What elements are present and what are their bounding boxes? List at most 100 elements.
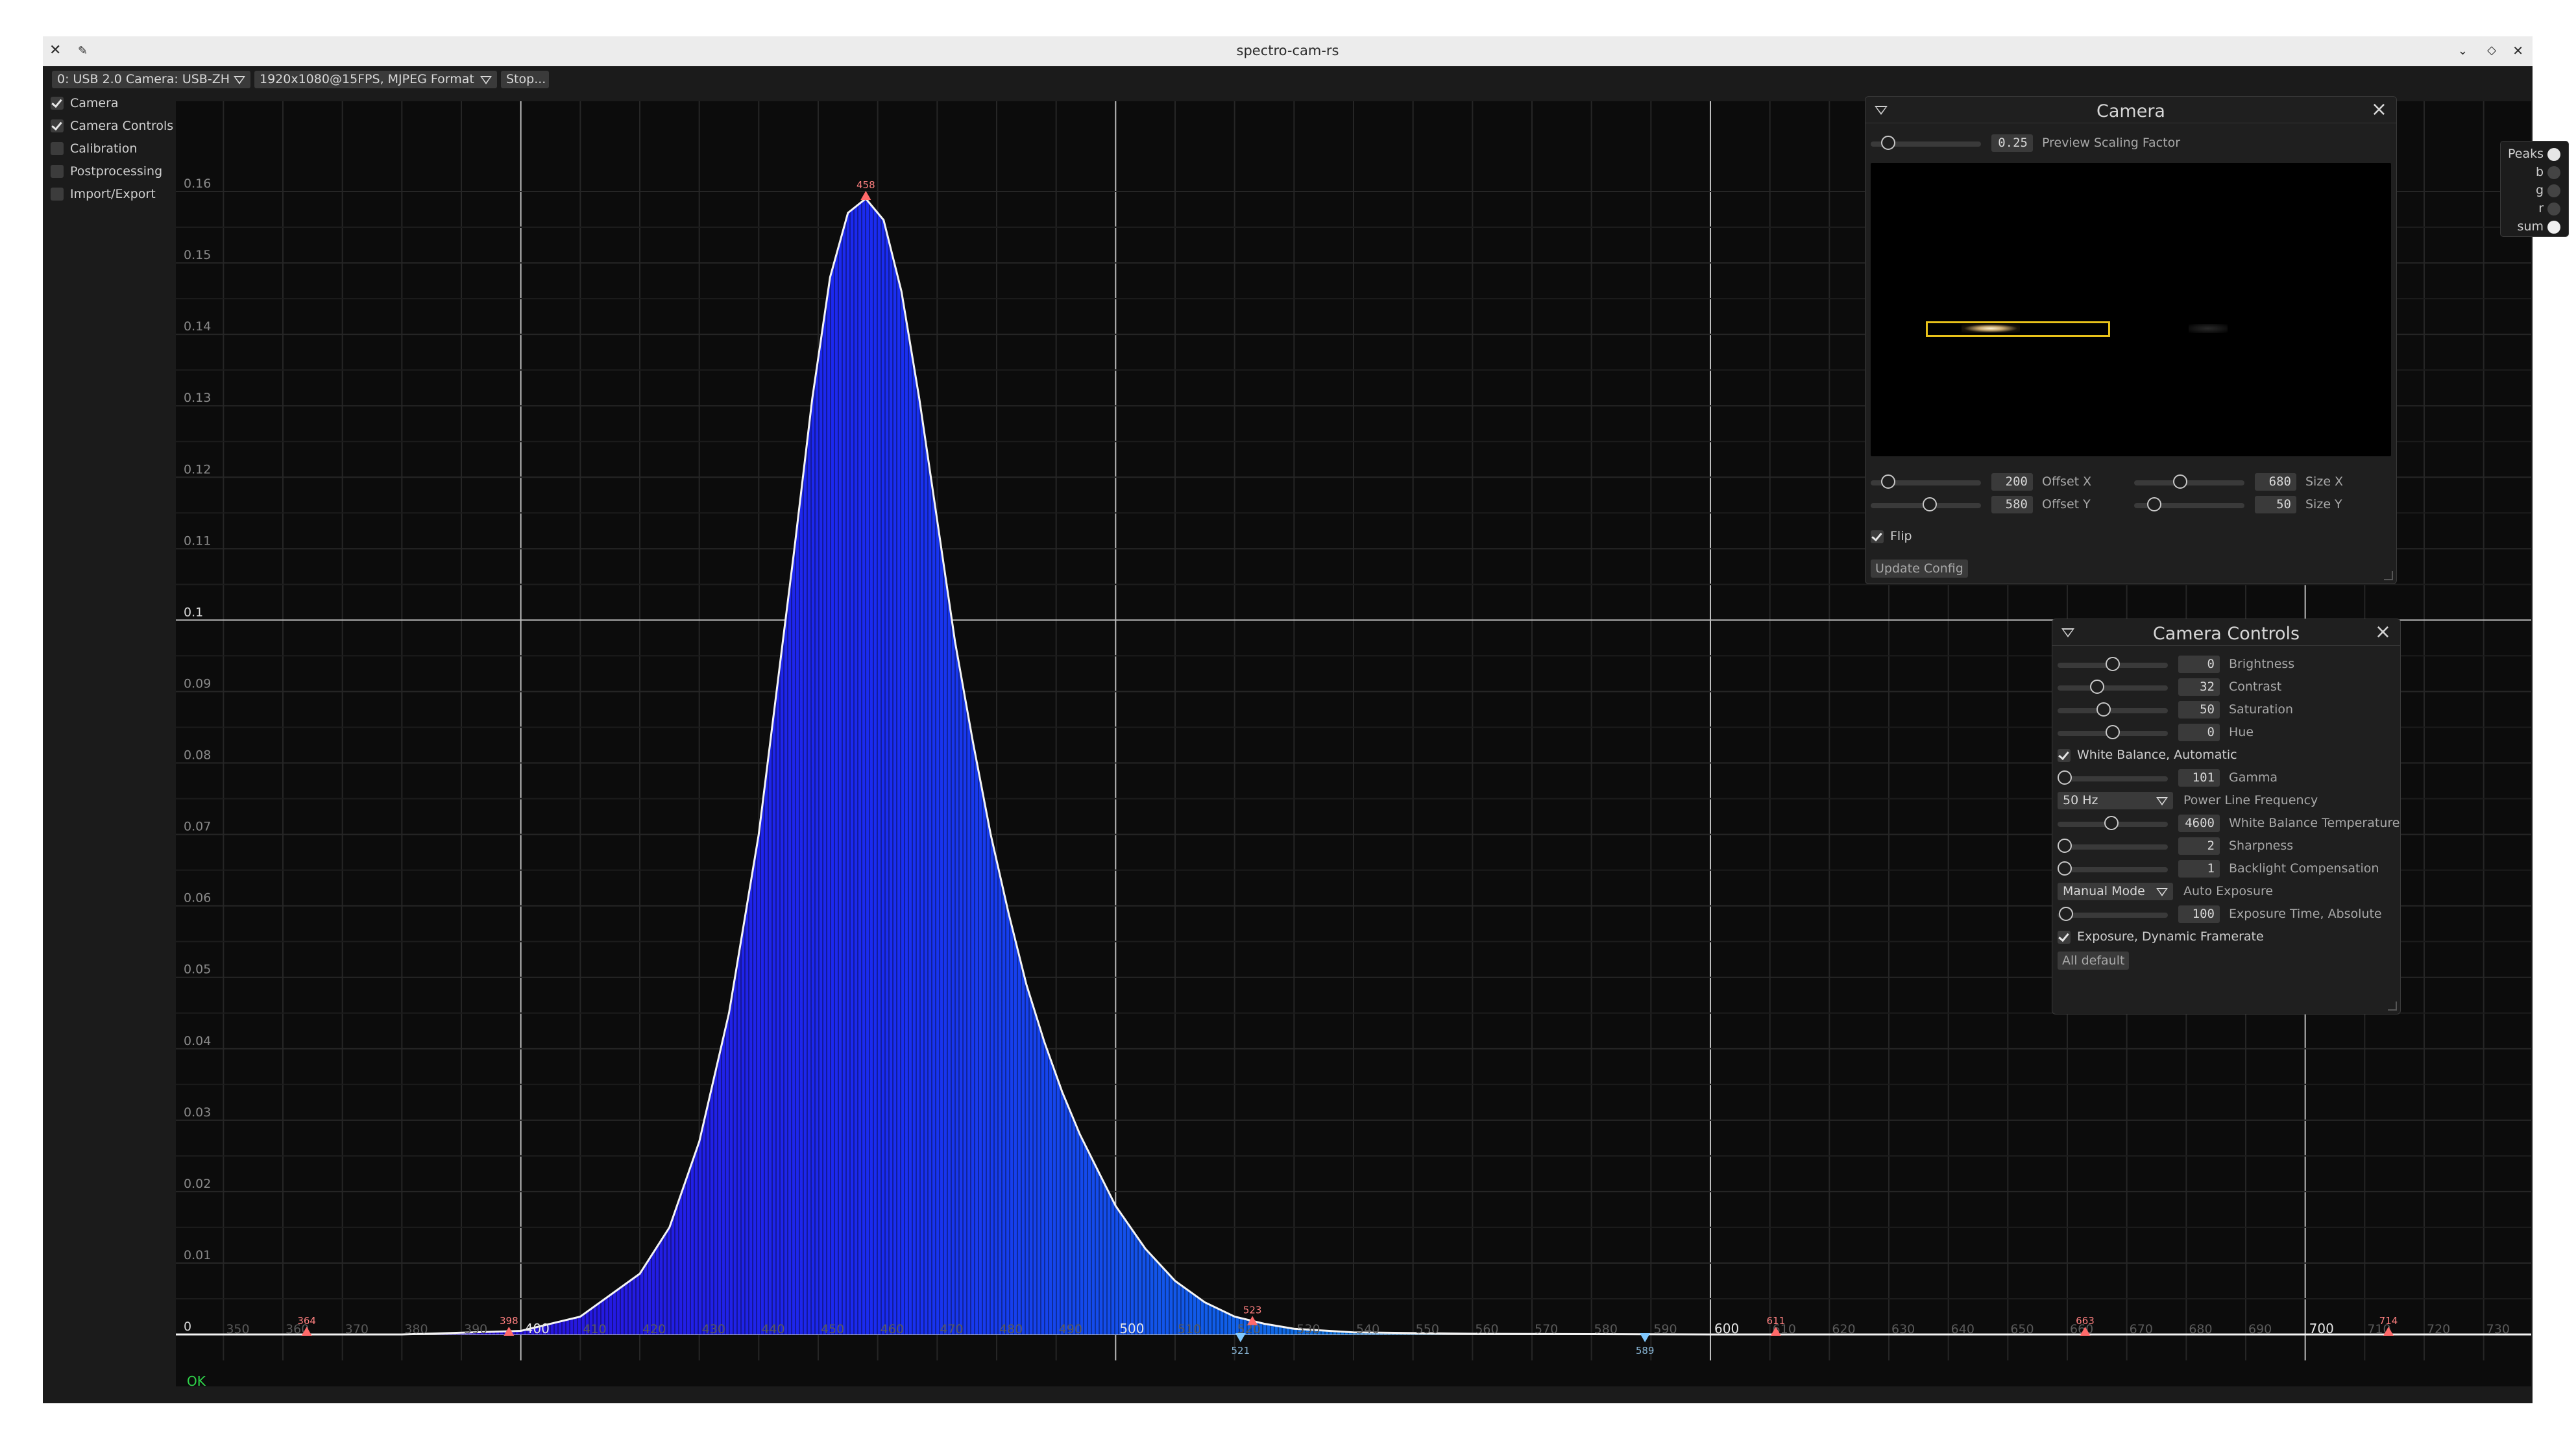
- close-window-icon[interactable]: ✕: [2512, 43, 2523, 58]
- y-tick-label: 0: [184, 1320, 191, 1334]
- preview-scaling-slider[interactable]: [1871, 141, 1981, 147]
- camera-controls-panel-header[interactable]: Camera Controls ×: [2052, 619, 2400, 646]
- preview-scaling-value[interactable]: 0.25: [1991, 134, 2033, 152]
- peak-label: 458: [857, 179, 875, 191]
- peak-label: 714: [2379, 1315, 2398, 1327]
- checkbox[interactable]: [51, 119, 64, 132]
- legend-toggle-peaks[interactable]: [2547, 148, 2560, 161]
- offset-y-value[interactable]: 580: [1991, 496, 2033, 513]
- camera-select[interactable]: 0: USB 2.0 Camera: USB-ZH: [52, 71, 250, 88]
- camera-preview[interactable]: [1871, 163, 2391, 456]
- x-tick-label-minor: 370: [345, 1322, 369, 1336]
- wb-auto-checkbox[interactable]: [2058, 749, 2071, 762]
- slider-knob[interactable]: [2058, 839, 2072, 853]
- x-tick-label-minor: 530: [1296, 1322, 1320, 1336]
- slider-knob[interactable]: [2173, 474, 2187, 489]
- saturation-slider[interactable]: [2058, 708, 2168, 713]
- stop-button[interactable]: Stop...: [501, 71, 549, 88]
- peak-marker[interactable]: [504, 1327, 515, 1336]
- peak-marker[interactable]: [2383, 1327, 2394, 1336]
- slider-knob[interactable]: [2106, 725, 2120, 739]
- y-tick-label: 0.1: [184, 605, 203, 619]
- resize-handle[interactable]: [2384, 571, 2393, 580]
- wb-auto-row[interactable]: White Balance, Automatic: [2058, 746, 2395, 765]
- exposure-dynamic-checkbox[interactable]: [2058, 931, 2071, 944]
- offset-x-value[interactable]: 200: [1991, 473, 2033, 491]
- all-default-button[interactable]: All default: [2058, 952, 2130, 970]
- legend-toggle-r[interactable]: [2547, 203, 2560, 215]
- checkbox[interactable]: [51, 142, 64, 155]
- power-line-row: 50 Hz Power Line Frequency: [2058, 792, 2395, 810]
- x-tick-label-minor: 690: [2248, 1322, 2272, 1336]
- slider-knob[interactable]: [2059, 907, 2073, 921]
- size-y-value[interactable]: 50: [2255, 496, 2296, 513]
- checkbox[interactable]: [51, 97, 64, 110]
- backlight-slider[interactable]: [2058, 867, 2168, 872]
- exposure-value[interactable]: 100: [2178, 905, 2220, 923]
- checkbox[interactable]: [51, 165, 64, 178]
- slider-knob[interactable]: [2058, 861, 2072, 876]
- sharpness-value[interactable]: 2: [2178, 837, 2220, 855]
- hue-value[interactable]: 0: [2178, 724, 2220, 741]
- slider-knob[interactable]: [1923, 497, 1937, 511]
- backlight-value[interactable]: 1: [2178, 860, 2220, 878]
- size-x-value[interactable]: 680: [2255, 473, 2296, 491]
- slider-knob[interactable]: [2147, 497, 2161, 511]
- legend-toggle-g[interactable]: [2547, 184, 2560, 197]
- x-tick-label-minor: 550: [1416, 1322, 1439, 1336]
- slider-knob[interactable]: [2090, 680, 2104, 694]
- chevron-down-icon: [234, 76, 245, 84]
- saturation-value[interactable]: 50: [2178, 701, 2220, 719]
- slider-knob[interactable]: [1881, 136, 1895, 150]
- slider-knob[interactable]: [2096, 702, 2111, 717]
- peak-marker[interactable]: [1770, 1327, 1781, 1336]
- close-icon[interactable]: ×: [2370, 98, 2387, 121]
- gamma-slider[interactable]: [2058, 776, 2168, 781]
- offset-x-slider[interactable]: [1871, 480, 1981, 485]
- slider-knob[interactable]: [2104, 816, 2119, 830]
- collapse-icon[interactable]: [2061, 628, 2074, 637]
- camera-panel-title: Camera: [2096, 101, 2165, 121]
- flip-label: Flip: [1890, 529, 1912, 543]
- update-config-button[interactable]: Update Config: [1871, 559, 1968, 578]
- collapse-icon[interactable]: [1875, 106, 1888, 115]
- size-x-slider[interactable]: [2134, 480, 2244, 485]
- resize-handle[interactable]: [2388, 1001, 2397, 1011]
- power-line-select-value: 50 Hz: [2063, 793, 2098, 807]
- contrast-slider[interactable]: [2058, 685, 2168, 691]
- peak-marker[interactable]: [2080, 1327, 2091, 1336]
- power-line-select[interactable]: 50 Hz: [2058, 792, 2173, 809]
- exposure-dynamic-row[interactable]: Exposure, Dynamic Framerate: [2058, 928, 2395, 946]
- peak-marker[interactable]: [301, 1327, 312, 1336]
- contrast-value[interactable]: 32: [2178, 678, 2220, 696]
- legend-toggle-b[interactable]: [2547, 166, 2560, 179]
- exposure-slider[interactable]: [2058, 913, 2168, 918]
- pin-icon[interactable]: ✎: [78, 44, 88, 58]
- legend-toggle-sum[interactable]: [2547, 221, 2560, 234]
- valley-marker[interactable]: [1235, 1333, 1246, 1342]
- gamma-value[interactable]: 101: [2178, 769, 2220, 787]
- maximize-icon[interactable]: ◇: [2487, 43, 2496, 57]
- close-icon[interactable]: ×: [2374, 621, 2391, 643]
- size-y-row: 50 Size Y: [2134, 496, 2394, 514]
- roi-rectangle[interactable]: [1926, 321, 2110, 337]
- flip-checkbox-row[interactable]: Flip: [1871, 528, 2065, 546]
- offset-y-row: 580 Offset Y: [1871, 496, 2130, 514]
- camera-panel-header[interactable]: Camera ×: [1865, 97, 2396, 123]
- auto-exposure-select[interactable]: Manual Mode: [2058, 883, 2173, 900]
- slider-knob[interactable]: [1881, 474, 1895, 489]
- slider-knob[interactable]: [2058, 770, 2072, 785]
- checkbox[interactable]: [51, 188, 64, 201]
- peak-marker[interactable]: [860, 191, 871, 201]
- flip-checkbox[interactable]: [1871, 530, 1884, 543]
- format-select[interactable]: 1920x1080@15FPS, MJPEG Format: [254, 71, 497, 88]
- size-y-slider[interactable]: [2134, 503, 2244, 508]
- spectrum-plot[interactable]: 0 0.01 0.02 0.03 0.04 0.05 0.06 0.07 0.08 0.09 0.1…: [176, 101, 2531, 1386]
- slider-knob[interactable]: [2106, 657, 2120, 671]
- peak-marker[interactable]: [1247, 1316, 1258, 1325]
- sharpness-slider[interactable]: [2058, 844, 2168, 850]
- valley-marker[interactable]: [1640, 1333, 1651, 1342]
- brightness-value[interactable]: 0: [2178, 656, 2220, 673]
- minimize-icon[interactable]: ⌄: [2457, 44, 2468, 58]
- wb-temp-value[interactable]: 4600: [2178, 815, 2220, 832]
